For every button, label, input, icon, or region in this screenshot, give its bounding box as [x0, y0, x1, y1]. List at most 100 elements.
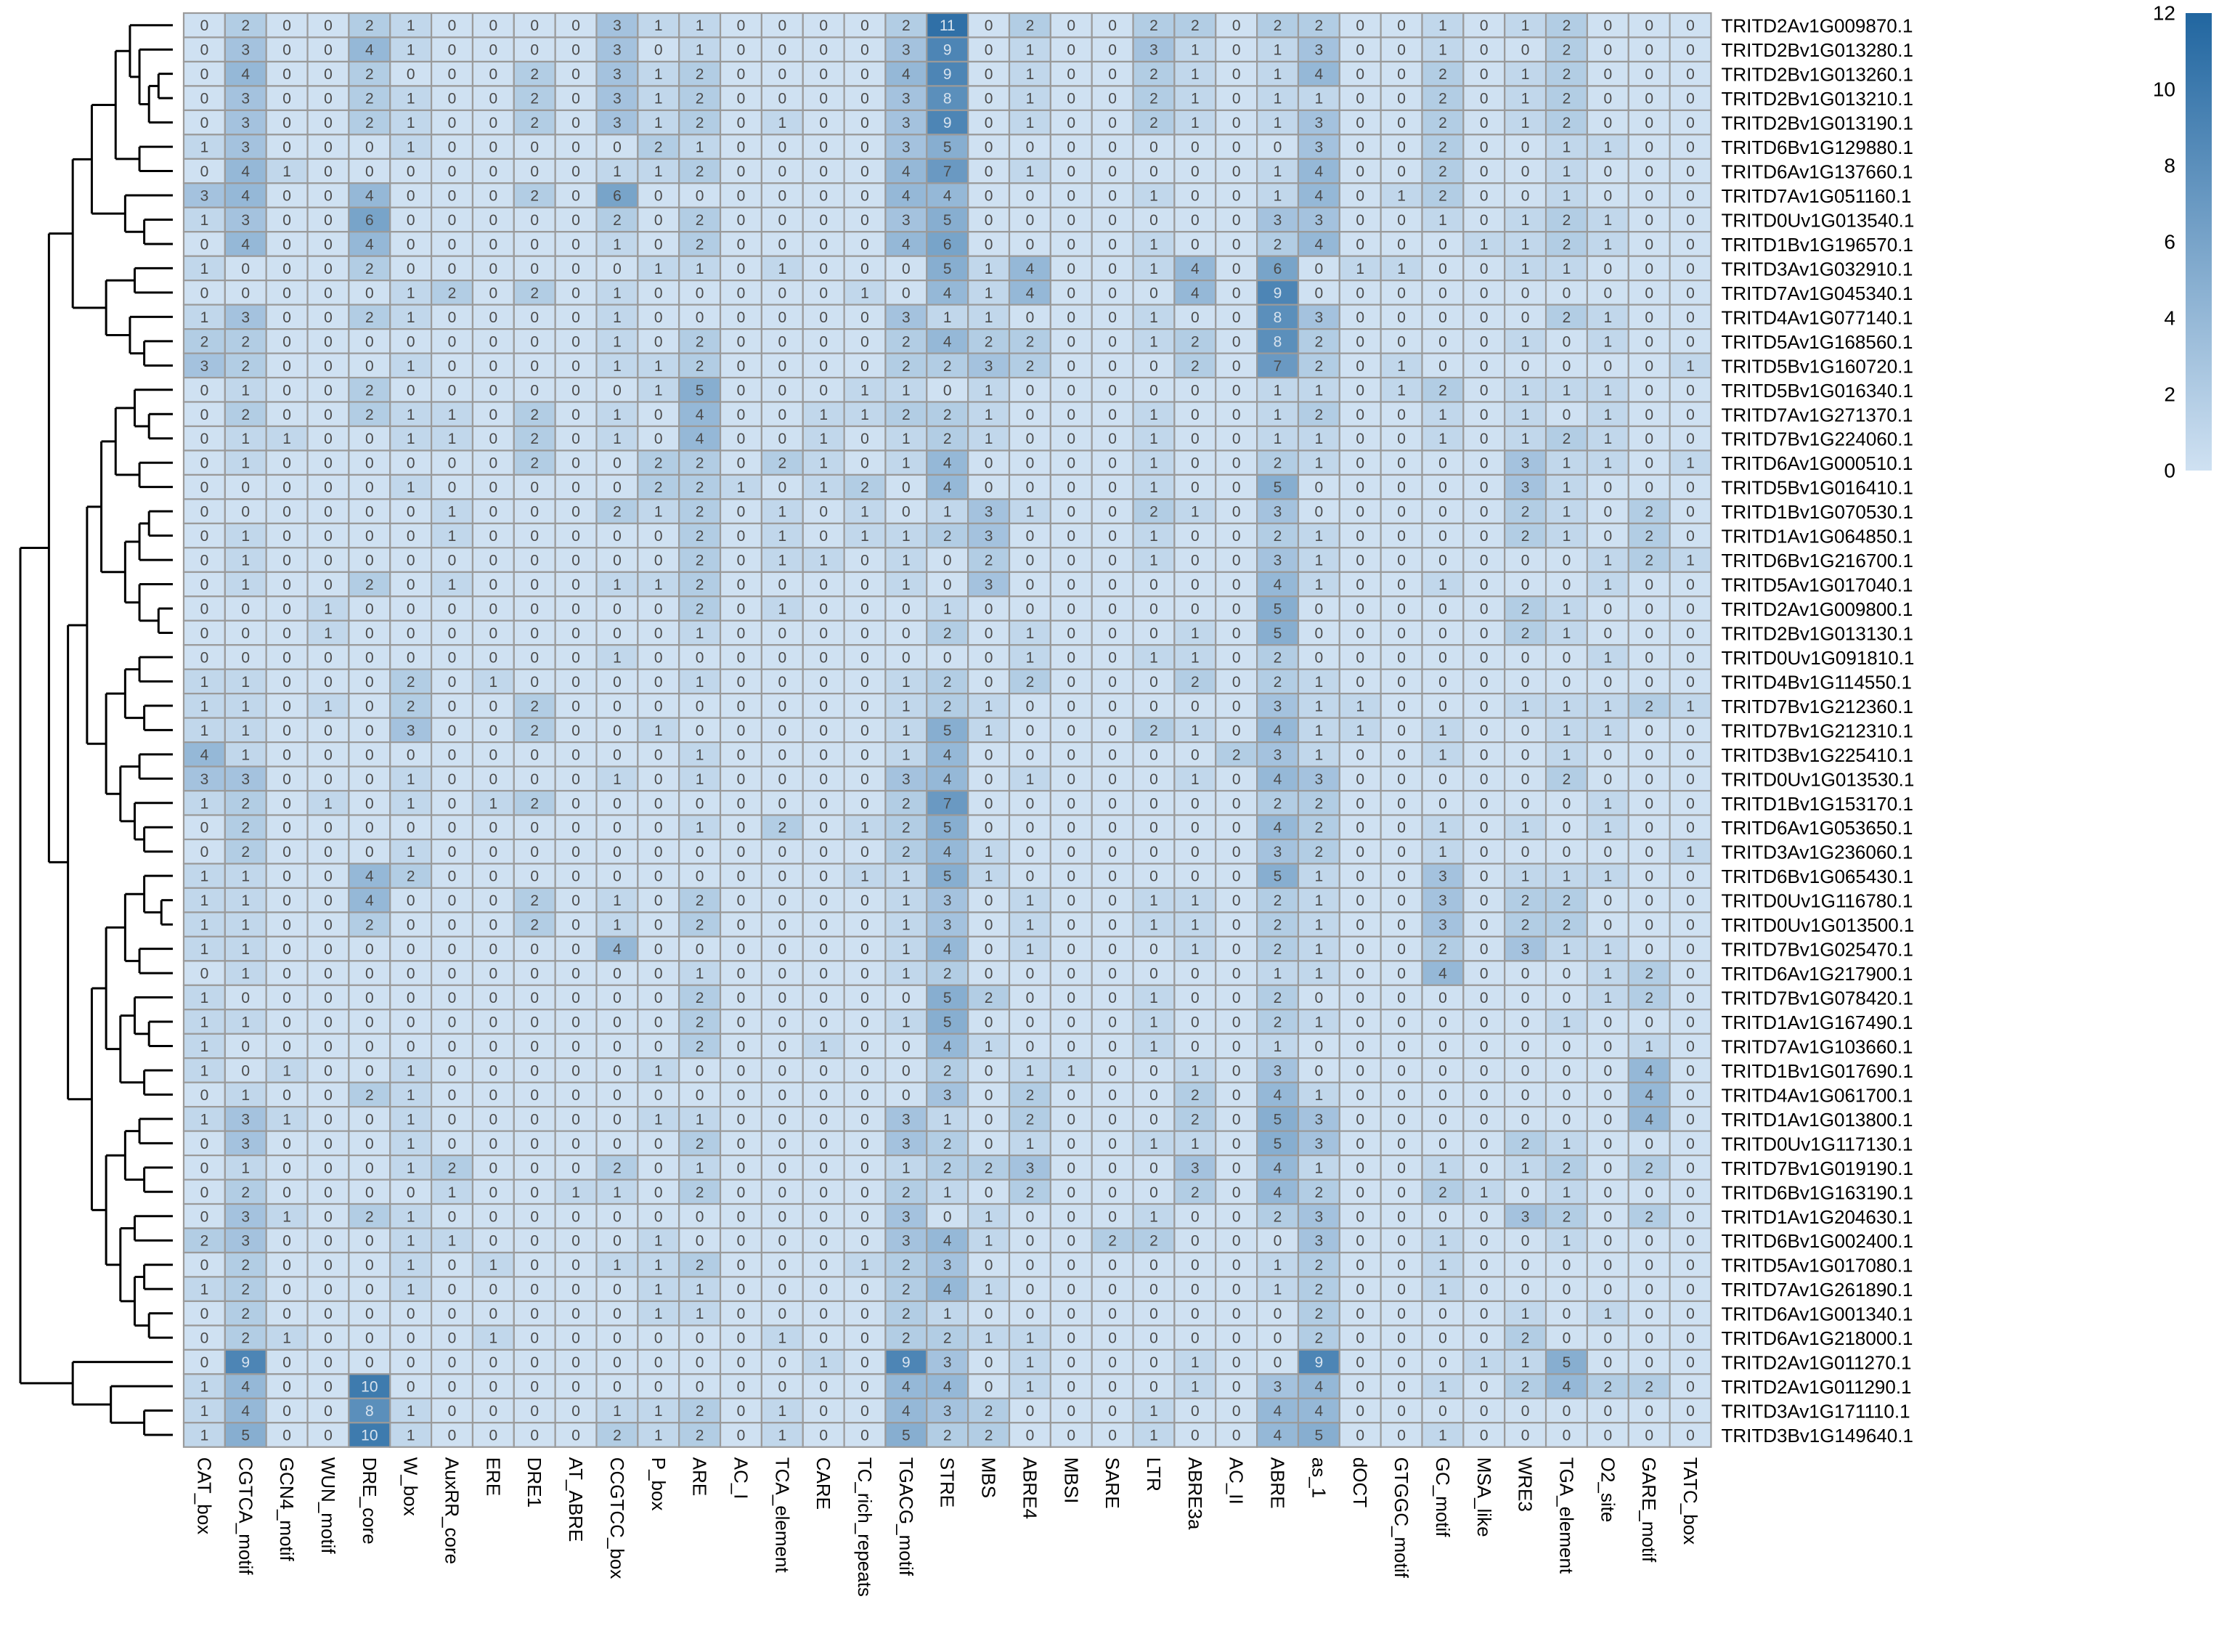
heatmap-cell — [224, 134, 267, 160]
cell-value-label: 0 — [489, 1014, 498, 1031]
cell-value-label: 1 — [1191, 115, 1200, 131]
cell-value-label: 0 — [1438, 333, 1447, 350]
cell-value-label: 4 — [943, 455, 952, 472]
cell-value-label: 0 — [324, 1306, 333, 1322]
cell-value-label: 0 — [1149, 1330, 1158, 1347]
cell-value-label: 0 — [571, 1111, 580, 1128]
cell-value-label: 0 — [1480, 261, 1489, 277]
cell-value-label: 0 — [778, 1208, 786, 1225]
cell-value-label: 0 — [1232, 1306, 1241, 1322]
cell-value-label: 0 — [324, 115, 333, 131]
cell-value-label: 1 — [241, 553, 250, 569]
cell-value-label: 3 — [1438, 868, 1447, 885]
cell-value-label: 1 — [696, 1306, 704, 1322]
cell-value-label: 0 — [860, 358, 869, 375]
cell-value-label: 0 — [1397, 868, 1406, 885]
cell-value-label: 0 — [1480, 1427, 1489, 1444]
cell-value-label: 4 — [902, 236, 911, 253]
cell-value-label: 0 — [1108, 1427, 1117, 1444]
cell-value-label: 2 — [365, 577, 374, 593]
cell-value-label: 2 — [1149, 91, 1158, 107]
cell-value-label: 0 — [1645, 1257, 1653, 1274]
cell-value-label: 0 — [1397, 479, 1406, 496]
cell-value-label: 1 — [696, 674, 704, 691]
cell-value-label: 1 — [902, 941, 911, 958]
cell-value-label: 0 — [282, 358, 291, 375]
cell-value-label: 0 — [282, 868, 291, 885]
cell-value-label: 0 — [737, 358, 746, 375]
cell-value-label: 0 — [1026, 431, 1035, 447]
cell-value-label: 0 — [1108, 577, 1117, 593]
heatmap-cell — [1462, 109, 1506, 136]
cell-value-label: 0 — [1645, 771, 1653, 788]
cell-value-label: 0 — [1480, 601, 1489, 618]
cell-value-label: 1 — [1438, 844, 1447, 860]
cell-value-label: 0 — [778, 163, 786, 180]
cell-value-label: 0 — [489, 1208, 498, 1225]
cell-value-label: 0 — [1480, 115, 1489, 131]
cell-value-label: 1 — [1149, 1403, 1158, 1420]
cell-value-label: 0 — [1686, 285, 1695, 301]
cell-value-label: 0 — [448, 723, 457, 739]
cell-value-label: 1 — [1274, 382, 1282, 399]
cell-value-label: 0 — [737, 1379, 746, 1396]
cell-value-label: 2 — [902, 333, 911, 350]
cell-value-label: 1 — [902, 674, 911, 691]
cell-value-label: 0 — [1480, 1087, 1489, 1104]
cell-value-label: 0 — [489, 309, 498, 326]
heatmap-cell — [513, 85, 556, 111]
heatmap-cell — [471, 36, 515, 63]
cell-value-label: 4 — [1315, 1379, 1324, 1396]
cell-value-label: 0 — [1191, 746, 1200, 763]
cell-value-label: 0 — [654, 1038, 663, 1055]
cell-value-label: 0 — [1645, 820, 1653, 837]
cell-value-label: 0 — [860, 746, 869, 763]
cell-value-label: 0 — [1397, 892, 1406, 909]
cell-value-label: 1 — [1274, 91, 1282, 107]
cell-value-label: 0 — [365, 698, 374, 715]
cell-value-label: 0 — [530, 212, 539, 229]
cell-value-label: 1 — [819, 455, 828, 472]
cell-value-label: 0 — [1397, 649, 1406, 666]
cell-value-label: 0 — [1480, 625, 1489, 642]
cell-value-label: 0 — [819, 17, 828, 34]
row-label: TRITD7Bv1G224060.1 — [1721, 428, 1913, 450]
cell-value-label: 1 — [1563, 382, 1571, 399]
cell-value-label: 0 — [1438, 795, 1447, 812]
cell-value-label: 1 — [860, 407, 869, 423]
cell-value-label: 0 — [1232, 698, 1241, 715]
legend-color-bar — [2186, 13, 2212, 471]
cell-value-label: 0 — [200, 42, 209, 59]
cell-value-label: 2 — [696, 601, 704, 618]
cell-value-label: 0 — [1232, 333, 1241, 350]
row-label: TRITD2Av1G009800.1 — [1721, 598, 1913, 620]
cell-value-label: 1 — [1521, 115, 1530, 131]
cell-value-label: 1 — [860, 382, 869, 399]
cell-value-label: 1 — [1026, 625, 1035, 642]
cell-value-label: 0 — [985, 1087, 993, 1104]
cell-value-label: 0 — [571, 17, 580, 34]
cell-value-label: 0 — [1356, 1330, 1364, 1347]
cell-value-label: 0 — [1108, 66, 1117, 83]
cell-value-label: 0 — [737, 188, 746, 205]
cell-value-label: 1 — [696, 966, 704, 982]
legend-tick-label: 10 — [2153, 78, 2175, 101]
cell-value-label: 1 — [407, 1136, 415, 1152]
cell-value-label: 0 — [902, 261, 911, 277]
cell-value-label: 0 — [1067, 236, 1075, 253]
cell-value-label: 0 — [860, 917, 869, 934]
cell-value-label: 0 — [1356, 966, 1364, 982]
cell-value-label: 0 — [324, 553, 333, 569]
cell-value-label: 0 — [282, 504, 291, 521]
cell-value-label: 0 — [1563, 285, 1571, 301]
cell-value-label: 0 — [365, 1014, 374, 1031]
cell-value-label: 0 — [1397, 139, 1406, 156]
cell-value-label: 0 — [1686, 795, 1695, 812]
cell-value-label: 1 — [1397, 188, 1406, 205]
cell-value-label: 2 — [902, 407, 911, 423]
cell-value-label: 0 — [530, 868, 539, 885]
cell-value-label: 1 — [985, 1233, 993, 1250]
cell-value-label: 0 — [737, 868, 746, 885]
cell-value-label: 1 — [407, 479, 415, 496]
cell-value-label: 0 — [1397, 504, 1406, 521]
